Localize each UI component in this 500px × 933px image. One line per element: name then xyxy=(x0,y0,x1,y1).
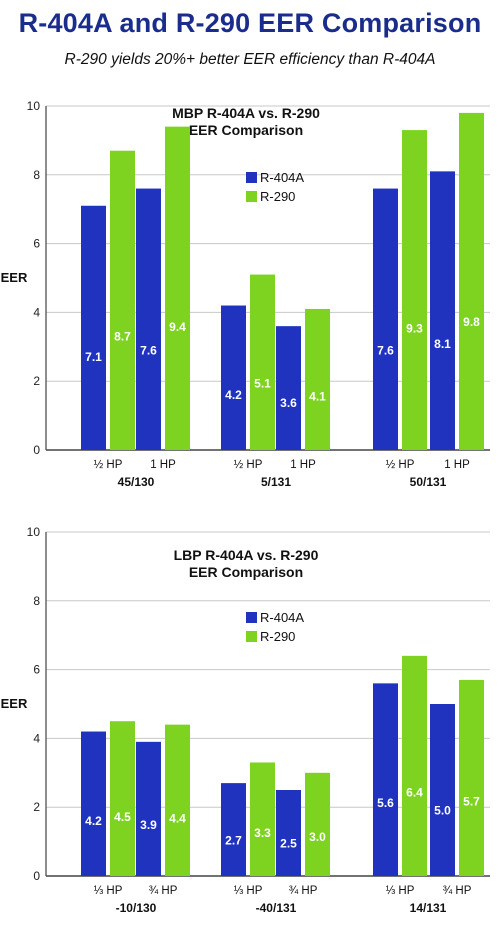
x-tick-label: 1 HP xyxy=(150,459,176,471)
bar-r290 xyxy=(459,112,484,450)
chart-title-line: EER Comparison xyxy=(189,564,303,580)
x-tick-label: ¾ HP xyxy=(149,885,178,897)
chart-title-line: MBP R-404A vs. R-290 xyxy=(172,105,320,121)
y-tick-label: 0 xyxy=(33,443,40,457)
bar-value-label: 4.4 xyxy=(169,811,186,825)
lbp-chart-panel: 0 2 4 6 8 10 EER LBP R-404A vs. R-290 EER Compar… xyxy=(0,518,500,928)
bar-r404a xyxy=(136,188,161,450)
bar-value-label: 3.3 xyxy=(254,826,271,840)
x-tick-label: ¾ HP xyxy=(443,885,472,897)
legend-swatch-r404a xyxy=(246,172,257,183)
bar-value-label: 4.5 xyxy=(114,810,131,824)
bar-value-label: 5.0 xyxy=(434,804,451,818)
bar-r290 xyxy=(305,308,330,450)
bar-r290 xyxy=(459,679,484,876)
bar-value-label: 4.2 xyxy=(85,814,102,828)
bar-value-label: 9.3 xyxy=(406,321,423,335)
bar-r290 xyxy=(402,655,427,876)
x-tick-label: ⅓ HP xyxy=(386,885,415,897)
bar-r290 xyxy=(250,762,275,876)
group-label: -40/131 xyxy=(256,901,297,915)
y-tick-label: 2 xyxy=(33,374,40,388)
bar-value-label: 6.4 xyxy=(406,785,423,799)
bar-r404a xyxy=(373,188,398,450)
group-label: 14/131 xyxy=(410,901,447,915)
bar-value-label: 5.7 xyxy=(463,794,480,808)
bar-value-label: 3.6 xyxy=(280,396,297,410)
legend-swatch-r290 xyxy=(246,631,257,642)
bar-r404a xyxy=(81,731,106,876)
y-tick-label: 8 xyxy=(33,594,40,608)
chart-title-line: LBP R-404A vs. R-290 xyxy=(174,547,319,563)
y-tick-label: 10 xyxy=(27,99,41,113)
bar-r290 xyxy=(402,130,427,450)
group-label: 50/131 xyxy=(410,475,447,489)
x-tick-label: ¾ HP xyxy=(289,885,318,897)
legend-swatch-r404a xyxy=(246,612,257,623)
bar-value-label: 4.2 xyxy=(225,388,242,402)
x-tick-label: ⅓ HP xyxy=(234,885,263,897)
y-tick-label: 6 xyxy=(33,237,40,251)
bar-value-label: 7.1 xyxy=(85,350,102,364)
bar-r404a xyxy=(373,683,398,876)
y-tick-label: 6 xyxy=(33,663,40,677)
bar-value-label: 5.1 xyxy=(254,376,271,390)
bar-r404a xyxy=(221,305,246,450)
y-axis-label: EER xyxy=(1,696,28,711)
mbp-chart-panel: 0 2 4 6 8 10 EER MBP R-404A vs. R-290 EER Compar… xyxy=(0,92,500,512)
bar-value-label: 3.9 xyxy=(140,818,157,832)
bar-r404a xyxy=(276,326,301,450)
x-tick-label: ⅓ HP xyxy=(94,885,123,897)
bar-r290 xyxy=(250,274,275,450)
legend-label-r290: R-290 xyxy=(260,189,295,204)
bar-value-label: 7.6 xyxy=(140,344,157,358)
bar-value-label: 9.4 xyxy=(169,320,186,334)
bar-value-label: 3.0 xyxy=(309,830,326,844)
bar-r290 xyxy=(165,724,190,876)
bar-r404a xyxy=(221,783,246,876)
y-axis-label: EER xyxy=(1,270,28,285)
bar-r404a xyxy=(276,790,301,876)
x-tick-label: ½ HP xyxy=(94,459,123,471)
page-title: R-404A and R-290 EER Comparison xyxy=(18,8,482,38)
x-tick-label: ½ HP xyxy=(386,459,415,471)
x-tick-label: 1 HP xyxy=(290,459,316,471)
bar-r290 xyxy=(110,721,135,876)
bar-r290 xyxy=(165,126,190,450)
y-tick-label: 2 xyxy=(33,800,40,814)
legend-label-r404a: R-404A xyxy=(260,170,304,185)
bar-value-label: 2.7 xyxy=(225,834,242,848)
group-label: -10/130 xyxy=(116,901,157,915)
y-tick-label: 4 xyxy=(33,305,40,319)
bar-value-label: 7.6 xyxy=(377,344,394,358)
bar-value-label: 4.1 xyxy=(309,389,326,403)
bar-r404a xyxy=(430,171,455,451)
group-label: 5/131 xyxy=(261,475,291,489)
x-tick-label: ½ HP xyxy=(234,459,263,471)
legend-label-r404a: R-404A xyxy=(260,610,304,625)
bar-value-label: 2.5 xyxy=(280,836,297,850)
bar-r290 xyxy=(305,772,330,876)
bar-value-label: 8.7 xyxy=(114,329,131,343)
y-tick-label: 4 xyxy=(33,731,40,745)
bar-value-label: 5.6 xyxy=(377,796,394,810)
y-tick-label: 8 xyxy=(33,168,40,182)
group-label: 45/130 xyxy=(118,475,155,489)
bar-r290 xyxy=(110,150,135,450)
page-subtitle: R-290 yields 20%+ better EER efficiency … xyxy=(64,51,436,68)
bar-value-label: 8.1 xyxy=(434,337,451,351)
chart-title-line: EER Comparison xyxy=(189,122,303,138)
bar-r404a xyxy=(81,205,106,450)
x-tick-label: 1 HP xyxy=(444,459,470,471)
bar-r404a xyxy=(136,741,161,876)
bar-value-label: 9.8 xyxy=(463,315,480,329)
bar-r404a xyxy=(430,704,455,876)
legend-swatch-r290 xyxy=(246,191,257,202)
legend-label-r290: R-290 xyxy=(260,629,295,644)
y-tick-label: 10 xyxy=(27,525,41,539)
y-tick-label: 0 xyxy=(33,869,40,883)
